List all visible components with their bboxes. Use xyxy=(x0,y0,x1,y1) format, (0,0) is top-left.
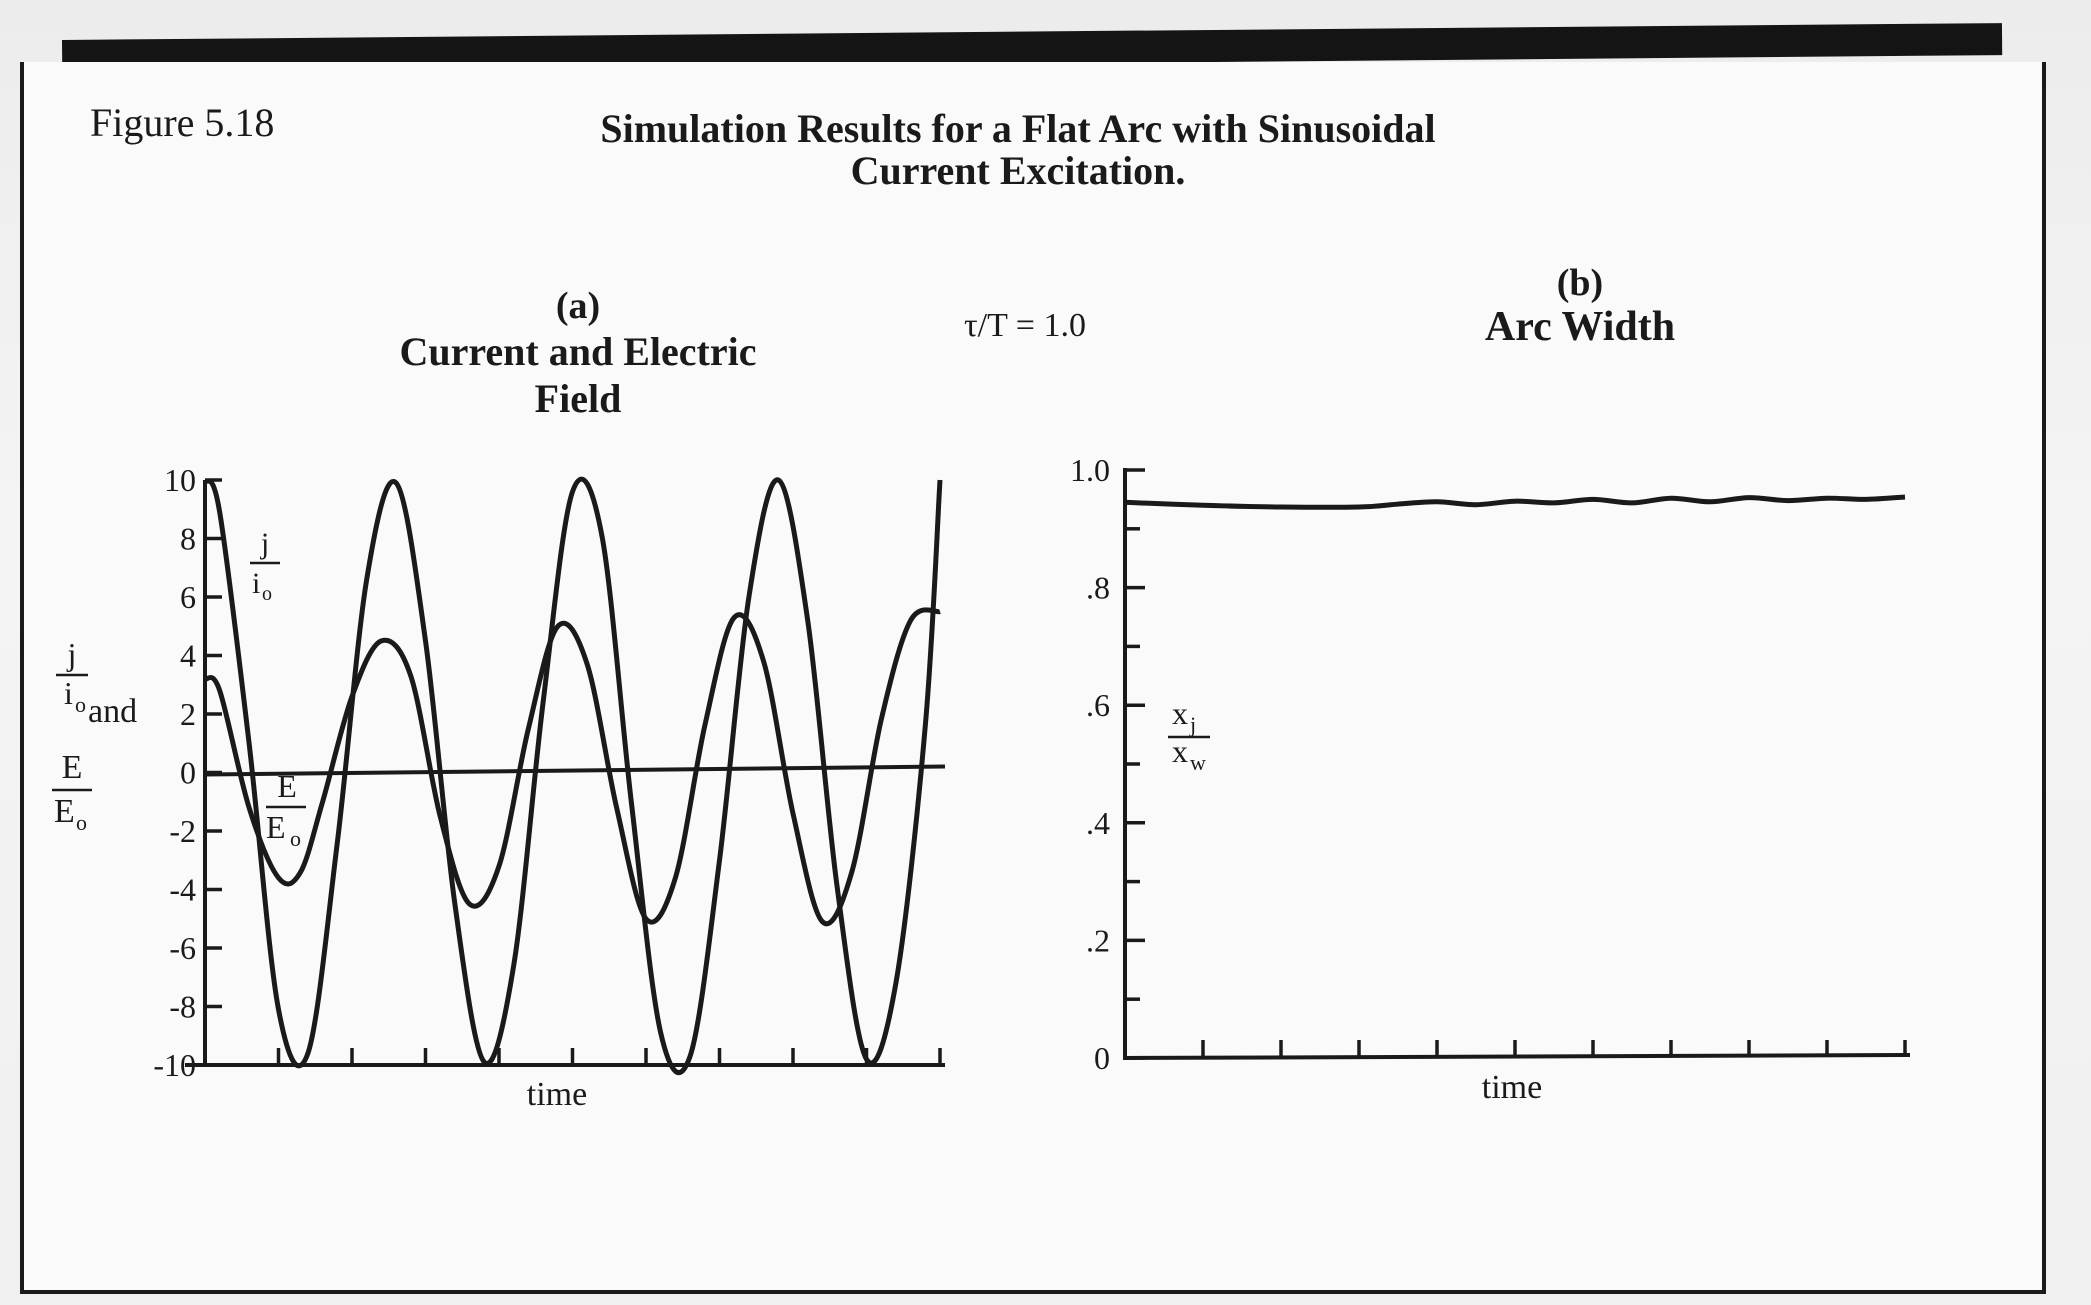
arc-width-line xyxy=(1124,494,1906,510)
panel-b-label: (b) xyxy=(1557,262,1603,304)
panel-a-ylabel-joiner: and xyxy=(88,693,137,730)
panel-b-y-tick-label: .2 xyxy=(1086,922,1110,958)
panel-b-ylabel-num-sub: j xyxy=(1189,712,1196,737)
series-label-j-num: j xyxy=(260,527,269,560)
panel-b-plot: 1.0 .8 .6 .4 .2 0 time x j x w xyxy=(1070,452,1911,1106)
parameter-text: τ/T = 1.0 xyxy=(964,307,1086,344)
panel-a-title-line2: Field xyxy=(535,376,622,421)
panel-b-ylabel-num: x xyxy=(1172,695,1188,731)
panel-a-ylabel-sub2: o xyxy=(76,810,87,835)
panel-a-title-line1: Current and Electric xyxy=(400,329,757,374)
series-label-e-eo: E E o xyxy=(266,768,306,851)
panel-a-y-tick-label: -2 xyxy=(169,813,196,849)
panel-a-y-tick-label: -8 xyxy=(169,989,196,1025)
panel-a-y-tick-label: 2 xyxy=(180,696,196,732)
panel-b-y-tick-label: .8 xyxy=(1086,570,1110,606)
panel-b-title: Arc Width xyxy=(1485,304,1675,350)
panel-a-y-tick-label: 6 xyxy=(180,579,196,615)
panel-a-ylabel-sub1: o xyxy=(75,692,86,717)
panel-a-ylabel-num1: j xyxy=(67,636,77,672)
panel-a-y-tick-label: 0 xyxy=(180,755,196,791)
panel-b-ylabel-den-sub: w xyxy=(1190,750,1206,775)
panel-a-y-tick-label: -10 xyxy=(153,1047,196,1083)
panel-a-y-tick-label: 4 xyxy=(180,638,196,674)
panel-b-y-tick-label: 1.0 xyxy=(1070,452,1110,488)
figure-label: Figure 5.18 xyxy=(90,100,274,145)
series-j-io-line xyxy=(202,476,943,1076)
series-e-eo-line xyxy=(203,607,941,927)
panel-a-y-tick-label: -4 xyxy=(169,872,196,908)
series-label-j-den: i xyxy=(252,567,260,600)
panel-a-zero-line xyxy=(204,764,946,777)
panel-a-ylabel-den2: E xyxy=(54,793,75,830)
panel-b-y-tick-label: 0 xyxy=(1094,1040,1110,1076)
panel-a-label: (a) xyxy=(556,285,600,327)
panel-a-x-label: time xyxy=(527,1076,587,1113)
series-label-j-io: j i o xyxy=(250,527,280,605)
series-label-e-num: E xyxy=(277,768,297,804)
panel-a-ylabel-den1: i xyxy=(64,675,73,711)
panel-a-y-tick-label: 8 xyxy=(180,521,196,557)
panel-b-y-tick-label: .6 xyxy=(1086,687,1110,723)
panel-b-y-tick-label: .4 xyxy=(1086,805,1110,841)
series-label-j-sub: o xyxy=(262,583,272,605)
panel-b-x-label: time xyxy=(1482,1069,1542,1106)
panel-b-ylabel-den: x xyxy=(1172,733,1188,769)
panel-b-y-label: x j x w xyxy=(1168,695,1210,775)
panel-a-y-tick-label: 10 xyxy=(164,462,196,498)
panel-b-x-axis xyxy=(1124,1053,1911,1060)
panel-a-ylabel-num2: E xyxy=(62,749,83,786)
figure-title-line2: Current Excitation. xyxy=(851,148,1186,193)
series-label-e-sub: o xyxy=(290,826,301,851)
figure-title-line1: Simulation Results for a Flat Arc with S… xyxy=(600,106,1435,151)
series-label-e-den: E xyxy=(266,809,286,845)
panel-a-y-label: j i o and E E o xyxy=(52,636,137,835)
panel-a-y-tick-label: -6 xyxy=(169,930,196,966)
